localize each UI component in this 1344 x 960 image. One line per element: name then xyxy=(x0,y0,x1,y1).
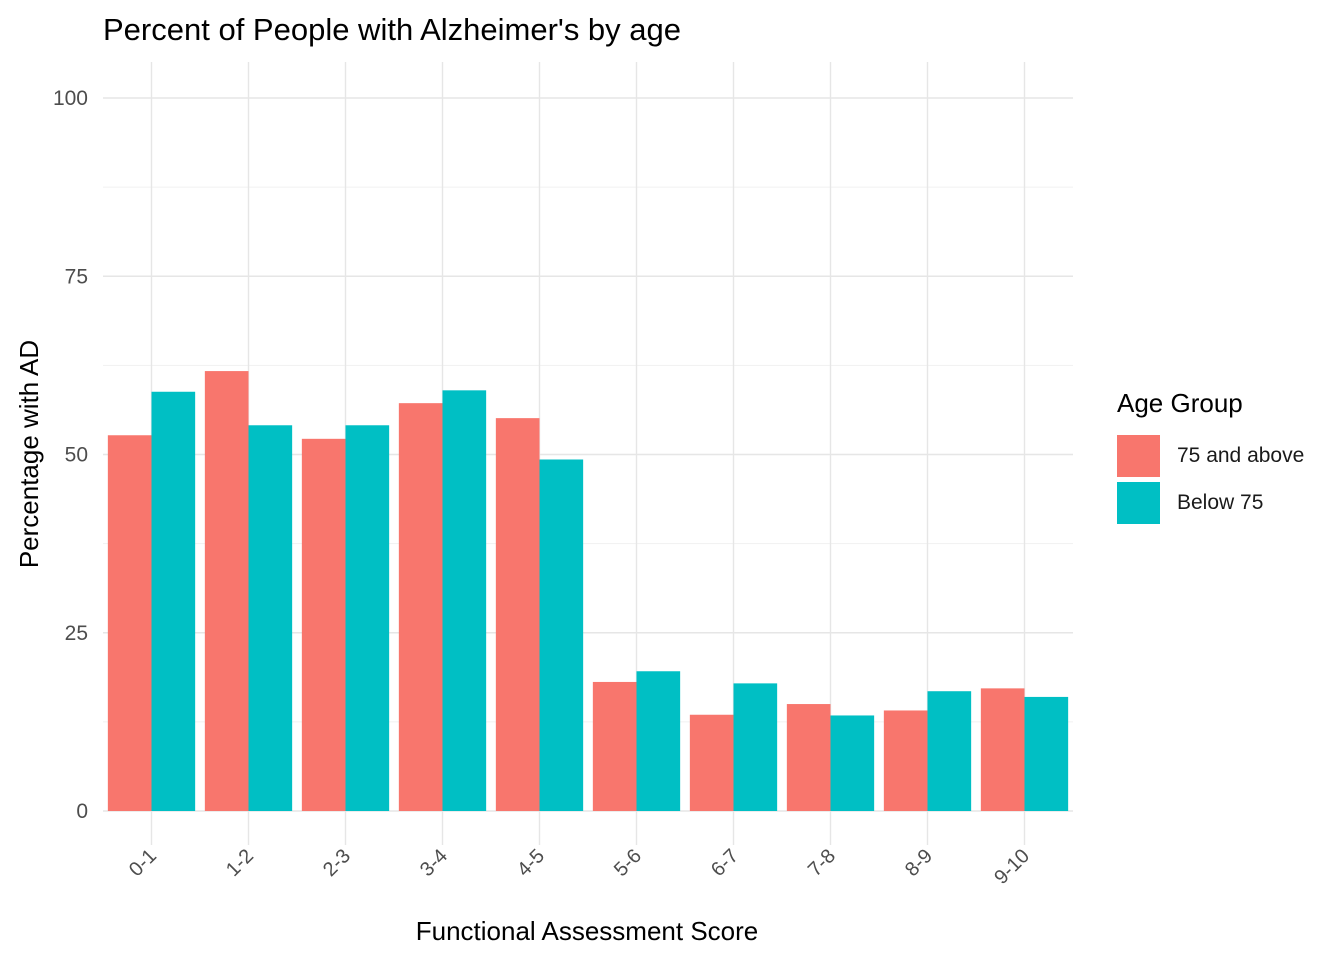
y-axis-ticks: 0 25 50 75 100 xyxy=(53,87,88,823)
y-tick-label: 75 xyxy=(65,265,88,288)
legend-label: Below 75 xyxy=(1177,490,1264,514)
legend-item-75-and-above: 75 and above xyxy=(1117,432,1304,479)
y-tick-label: 50 xyxy=(65,444,88,467)
bar-below-75-9-10 xyxy=(1024,696,1069,811)
x-tick-label: 2-3 xyxy=(319,845,355,881)
y-tick-label: 25 xyxy=(65,622,88,645)
legend-swatch-75-and-above xyxy=(1117,434,1160,477)
x-tick-label: 8-9 xyxy=(901,845,937,881)
x-tick-label: 9-10 xyxy=(990,845,1034,889)
y-axis-label: Percentage with AD xyxy=(14,340,44,568)
bar-75-and-above-7-8 xyxy=(786,704,831,811)
x-axis-ticks: 0-1 1-2 2-3 3-4 4-5 5-6 6-7 7-8 8-9 9-10 xyxy=(125,845,1034,889)
y-tick-label: 0 xyxy=(76,800,88,823)
legend-label: 75 and above xyxy=(1177,443,1305,467)
bar-below-75-3-4 xyxy=(442,390,487,811)
bar-75-and-above-3-4 xyxy=(398,403,443,811)
legend-item-below-75: Below 75 xyxy=(1117,479,1304,526)
legend-title: Age Group xyxy=(1117,388,1243,418)
legend-swatch-below-75 xyxy=(1117,481,1160,524)
bar-75-and-above-9-10 xyxy=(980,688,1025,811)
bar-below-75-8-9 xyxy=(927,691,972,811)
x-tick-label: 7-8 xyxy=(804,845,840,881)
bar-75-and-above-1-2 xyxy=(204,371,249,811)
bar-below-75-7-8 xyxy=(830,715,875,811)
bar-below-75-2-3 xyxy=(345,425,390,811)
bar-75-and-above-6-7 xyxy=(689,714,734,811)
x-tick-label: 0-1 xyxy=(125,845,161,881)
bar-below-75-1-2 xyxy=(248,425,293,811)
bar-below-75-6-7 xyxy=(733,683,778,811)
x-tick-label: 5-6 xyxy=(610,845,646,881)
chart-title: Percent of People with Alzheimer's by ag… xyxy=(103,12,682,47)
x-axis-label: Functional Assessment Score xyxy=(416,916,759,946)
bars xyxy=(107,371,1069,811)
x-tick-label: 1-2 xyxy=(222,845,258,881)
y-tick-label: 100 xyxy=(53,87,88,110)
x-tick-label: 4-5 xyxy=(513,845,549,881)
bar-75-and-above-8-9 xyxy=(883,710,928,811)
x-tick-label: 6-7 xyxy=(707,845,743,881)
bar-75-and-above-5-6 xyxy=(592,681,637,811)
bar-75-and-above-4-5 xyxy=(495,418,540,811)
bar-below-75-4-5 xyxy=(539,459,584,811)
bar-75-and-above-0-1 xyxy=(107,435,152,811)
bar-below-75-0-1 xyxy=(151,391,196,811)
legend: Age Group 75 and above Below 75 xyxy=(1117,388,1304,526)
bar-75-and-above-2-3 xyxy=(301,438,346,811)
x-tick-label: 3-4 xyxy=(416,845,452,881)
bar-below-75-5-6 xyxy=(636,671,681,811)
